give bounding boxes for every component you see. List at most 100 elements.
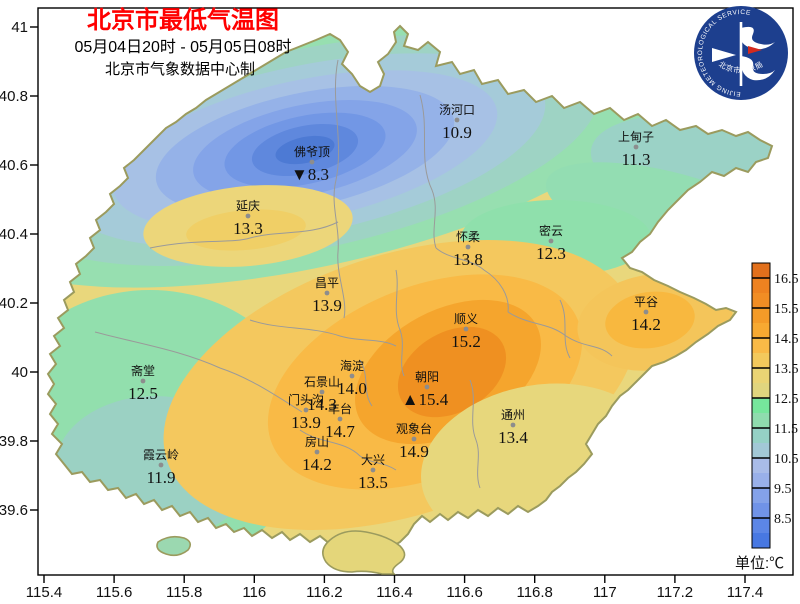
station-name: 佛爷顶 (294, 145, 330, 159)
legend-unit-label: 单位:℃ (735, 555, 784, 572)
station-name: 大兴 (361, 453, 385, 467)
title-block: 北京市最低气温图 05月04日20时 - 05月05日08时 北京市气象数据中心… (74, 6, 291, 78)
station-name: 通州 (501, 408, 525, 422)
legend-tick-label: 15.5 (774, 302, 799, 317)
station-name: 观象台 (396, 421, 432, 436)
y-axis-label: 40.4 (0, 226, 28, 243)
station-通州: 通州 13.4 (498, 408, 528, 447)
axes: 115.4 115.6 115.8 116 116.2 116.4 116.6 116.8 11… (0, 19, 763, 601)
station-dot (463, 326, 469, 332)
y-axis-label: 41 (11, 19, 28, 36)
legend-segment (752, 293, 770, 308)
y-axis-label: 40 (11, 364, 28, 381)
x-axis-label: 115.6 (96, 584, 132, 601)
x-axis-label: 116.2 (306, 584, 342, 601)
legend-tick-label: 12.5 (774, 392, 799, 407)
station-dot (324, 290, 330, 296)
station-dot (140, 378, 146, 384)
legend-segment (752, 503, 770, 518)
station-value: 15.2 (451, 332, 481, 351)
station-上甸子: 上甸子 11.3 (618, 130, 654, 169)
station-平谷: 平谷 14.2 (631, 295, 661, 334)
legend-segment (752, 488, 770, 503)
station-name: 密云 (539, 223, 563, 238)
wind-vane-icon (712, 22, 775, 86)
district-boundaries (94, 59, 613, 489)
station-name: 斋堂 (131, 363, 155, 378)
station-dot (411, 436, 417, 442)
station-value: 11.9 (146, 468, 175, 487)
station-dot (424, 384, 430, 390)
south-islet-west (156, 535, 192, 557)
station-dot (303, 407, 309, 413)
station-value: 14.3 (307, 395, 337, 414)
x-axis-label: 116.4 (376, 584, 412, 601)
period-subtitle: 05月04日20时 - 05月05日08时 (74, 38, 291, 56)
station-dot (314, 449, 320, 455)
station-labels: 汤河口 10.9 上甸子 11.3 佛爷顶 ▼8.3 延庆 13.3 怀柔 13.8 密云 12.3 昌… (128, 103, 661, 492)
legend-tick-label: 14.5 (774, 332, 799, 347)
station-dot (465, 244, 471, 250)
station-value: 14.7 (325, 422, 355, 441)
station-dot (309, 159, 315, 165)
station-name: 上甸子 (618, 130, 654, 144)
legend-segment (752, 338, 770, 353)
station-value: 14.0 (337, 379, 367, 398)
station-dot (370, 467, 376, 473)
station-value: ▲15.4 (402, 390, 449, 409)
y-axis-label: 39.8 (0, 433, 28, 450)
station-汤河口: 汤河口 10.9 (439, 103, 475, 142)
x-axis-label: 116.8 (516, 584, 552, 601)
station-丰台: 丰台 14.7 (325, 401, 355, 441)
legend-segment (752, 353, 770, 368)
legend-bar-border (751, 262, 771, 549)
station-斋堂: 斋堂 12.5 (128, 363, 158, 403)
station-value: 10.9 (442, 123, 472, 142)
station-昌平: 昌平 13.9 (312, 276, 342, 315)
station-value: 13.5 (358, 473, 388, 492)
x-axis-label: 117 (593, 584, 617, 601)
station-name: 昌平 (315, 276, 339, 290)
station-name: 汤河口 (439, 103, 475, 117)
x-axis-label: 117.4 (727, 584, 763, 601)
station-霞云岭: 霞云岭 11.9 (143, 448, 179, 487)
station-dot (643, 309, 649, 315)
station-value: 13.9 (312, 296, 342, 315)
station-value: 14.9 (399, 442, 429, 461)
station-朝阳: 朝阳 ▲15.4 (402, 370, 449, 409)
legend-segment (752, 278, 770, 293)
y-axis-label: 40.2 (0, 295, 28, 312)
station-value: 13.8 (453, 250, 483, 269)
south-islet-east (322, 530, 406, 575)
station-value: 13.3 (233, 219, 263, 238)
legend-segment (752, 398, 770, 413)
legend-segment (752, 458, 770, 473)
legend-segment (752, 533, 770, 548)
station-name: 延庆 (236, 199, 260, 213)
station-name: 平谷 (634, 295, 658, 309)
station-dot (510, 422, 516, 428)
legend-segment (752, 428, 770, 443)
station-门头沟: 门头沟 13.9 (288, 392, 324, 432)
station-密云: 密云 12.3 (536, 223, 566, 263)
temperature-legend: 16.5 15.5 14.5 13.5 12.5 11.5 10.5 9.5 8.5 (751, 262, 799, 549)
station-dot (319, 389, 325, 395)
legend-segment (752, 368, 770, 383)
station-海淀: 海淀 14.0 (337, 358, 367, 398)
x-axis-label: 117.2 (657, 584, 693, 601)
station-怀柔: 怀柔 13.8 (453, 230, 483, 269)
station-value: 12.3 (536, 244, 566, 263)
station-name: 房山 (305, 434, 329, 449)
legend-tick-label: 10.5 (774, 452, 799, 467)
station-name: 门头沟 (288, 392, 324, 407)
station-name: 顺义 (454, 312, 478, 326)
producer-subtitle: 北京市气象数据中心制 (105, 61, 255, 78)
page-title: 北京市最低气温图 (87, 6, 279, 34)
station-name: 丰台 (328, 401, 352, 416)
station-value: 13.4 (498, 428, 528, 447)
legend-segment (752, 263, 770, 278)
x-axis-label: 115.4 (26, 584, 62, 601)
legend-segment (752, 383, 770, 398)
